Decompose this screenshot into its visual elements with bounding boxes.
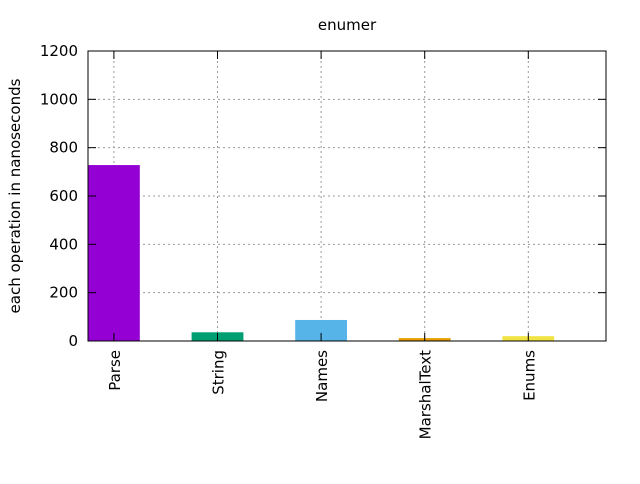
- y-ticks: 0 200 400 600 800 1000 1200: [40, 42, 606, 350]
- y-tick-label: 400: [49, 235, 78, 253]
- chart-title: enumer: [318, 16, 377, 34]
- y-tick-label: 800: [49, 139, 78, 157]
- y-axis-label: each operation in nanoseconds: [6, 78, 24, 313]
- y-tick-label: 200: [49, 284, 78, 302]
- x-tick-label: String: [210, 350, 228, 395]
- x-tick-label: Enums: [520, 350, 538, 401]
- x-tick-label: Parse: [106, 350, 124, 391]
- y-tick-label: 1000: [40, 90, 78, 108]
- grid-lines: [88, 51, 606, 341]
- x-tick-label: MarshalText: [417, 350, 435, 439]
- y-tick-label: 1200: [40, 42, 78, 60]
- x-ticks: Parse String Names MarshalText Enums: [106, 51, 538, 439]
- y-tick-label: 600: [49, 187, 78, 205]
- x-tick-label: Names: [313, 350, 331, 402]
- bar-parse: [88, 165, 140, 341]
- y-tick-label: 0: [68, 332, 78, 350]
- bar-names: [295, 319, 347, 341]
